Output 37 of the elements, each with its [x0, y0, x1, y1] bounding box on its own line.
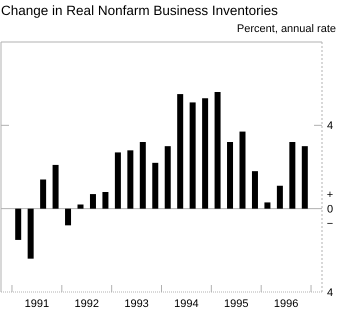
bar [140, 142, 146, 209]
y-tick-label: − [326, 218, 334, 230]
bar [264, 202, 270, 209]
x-tick-label: 1991 [24, 298, 50, 310]
bar [164, 146, 171, 209]
chart-title: Change in Real Nonfarm Business Inventories [1, 3, 278, 18]
bar [127, 150, 134, 209]
bar [40, 180, 46, 209]
bar [52, 164, 59, 209]
bar [177, 94, 184, 209]
bar [227, 142, 234, 209]
bar [90, 194, 96, 209]
bar [214, 92, 221, 209]
bar [28, 208, 34, 259]
x-tick-label: 1995 [224, 298, 249, 310]
y-tick-label: 0 [326, 204, 334, 216]
bar [190, 102, 196, 209]
bar [15, 208, 22, 240]
bar [202, 98, 208, 209]
bar [102, 192, 108, 209]
y-tick-label: + [326, 188, 334, 201]
y-tick-label: 4 [326, 286, 334, 299]
bar [152, 162, 158, 209]
bar [240, 132, 246, 209]
bar [252, 171, 258, 209]
bar [289, 142, 296, 209]
bar [302, 146, 308, 209]
x-tick-label: 1994 [174, 298, 199, 310]
x-tick-label: 1996 [274, 298, 298, 310]
x-tick-label: 1993 [124, 298, 149, 310]
bar [276, 186, 283, 209]
x-tick-label: 1992 [74, 298, 99, 310]
bar [114, 152, 121, 209]
chart-subtitle: Percent, annual rate [236, 23, 336, 35]
y-tick-label: 4 [326, 120, 334, 132]
bar [65, 208, 72, 226]
bar [78, 204, 84, 209]
